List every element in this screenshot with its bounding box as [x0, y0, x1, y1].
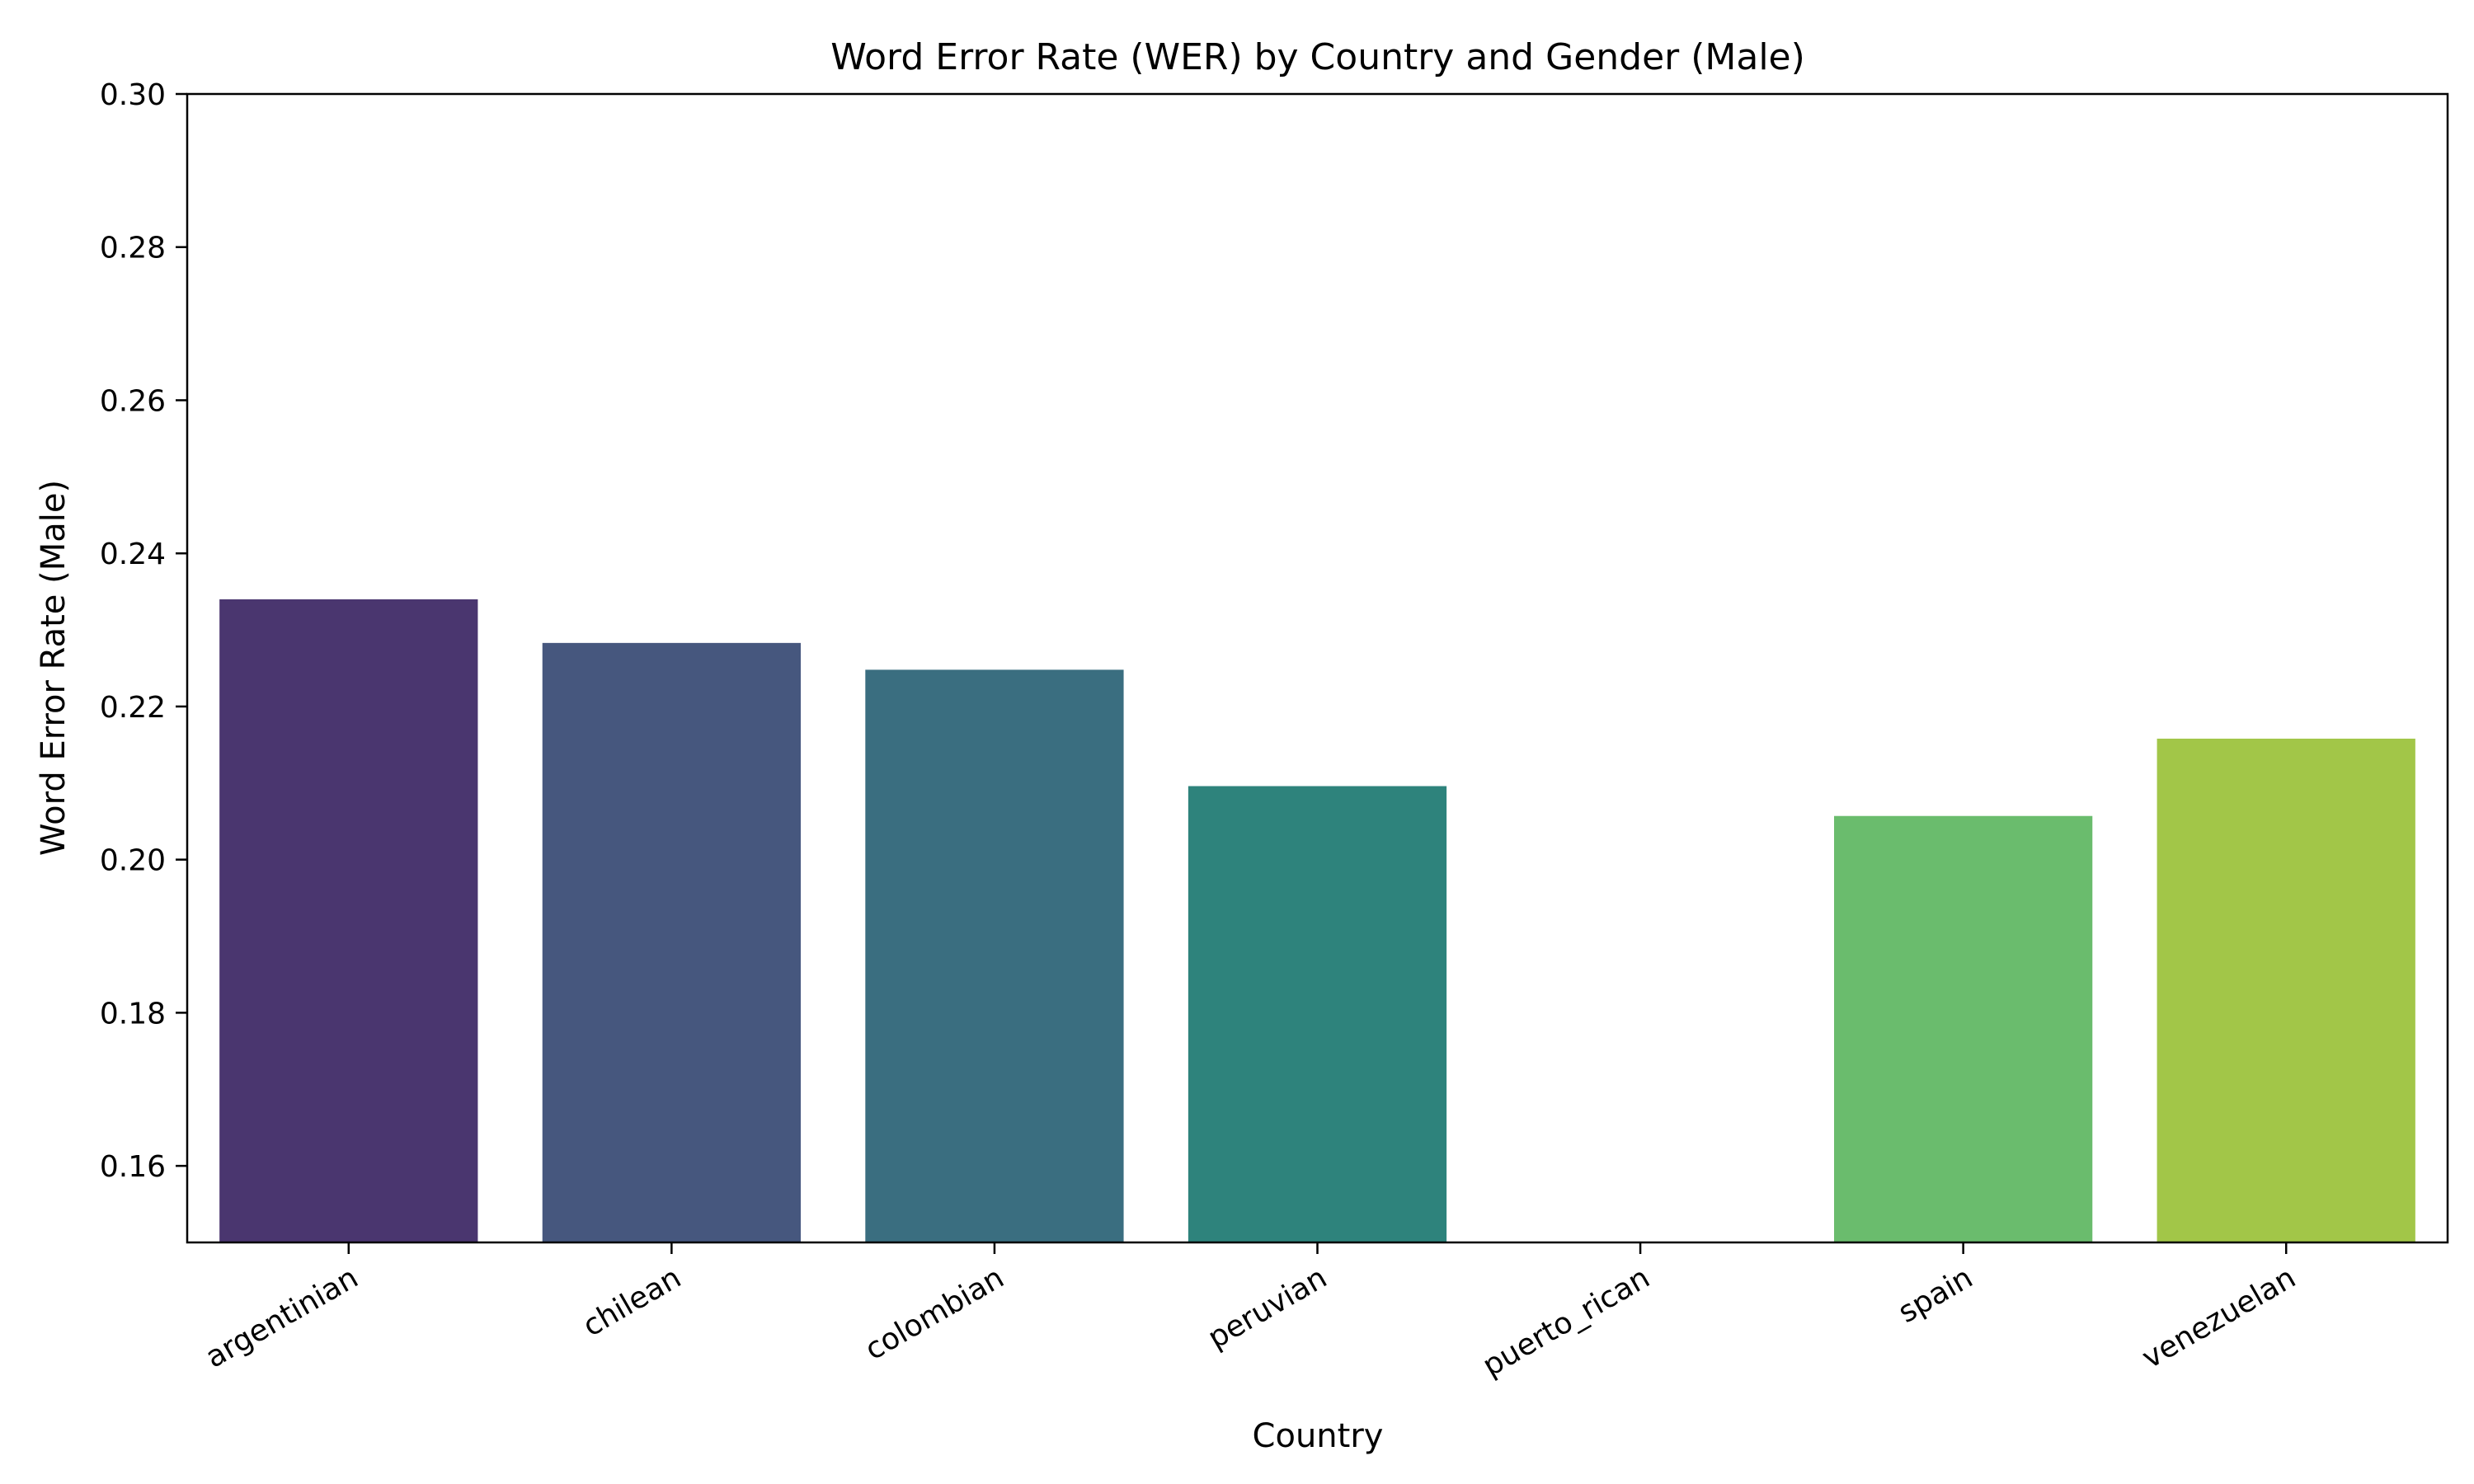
y-tick-label: 0.18 [100, 997, 166, 1031]
y-tick-label: 0.22 [100, 691, 166, 725]
y-tick-label: 0.16 [100, 1150, 166, 1184]
y-tick-label: 0.30 [100, 78, 166, 112]
y-axis: 0.16 0.18 0.20 0.22 0.24 0.26 0.28 0.30 [100, 78, 187, 1184]
bar-chilean [542, 642, 801, 1242]
y-tick-label: 0.20 [100, 844, 166, 878]
bar-argentinian [219, 599, 478, 1242]
plot-frame [186, 92, 2449, 1244]
bar-spain [1834, 815, 2093, 1242]
chart-title: Word Error Rate (WER) by Country and Gen… [830, 36, 1805, 78]
y-tick-label: 0.24 [100, 538, 166, 571]
bar-venezuelan [2157, 738, 2415, 1242]
y-axis-label: Word Error Rate (Male) [35, 480, 73, 856]
bar-peruvian [1188, 786, 1447, 1242]
bars-group [219, 599, 2415, 1242]
x-axis-label: Country [1253, 1417, 1384, 1455]
bar-colombian [865, 669, 1124, 1242]
y-tick-label: 0.26 [100, 384, 166, 418]
y-tick-label: 0.28 [100, 232, 166, 265]
